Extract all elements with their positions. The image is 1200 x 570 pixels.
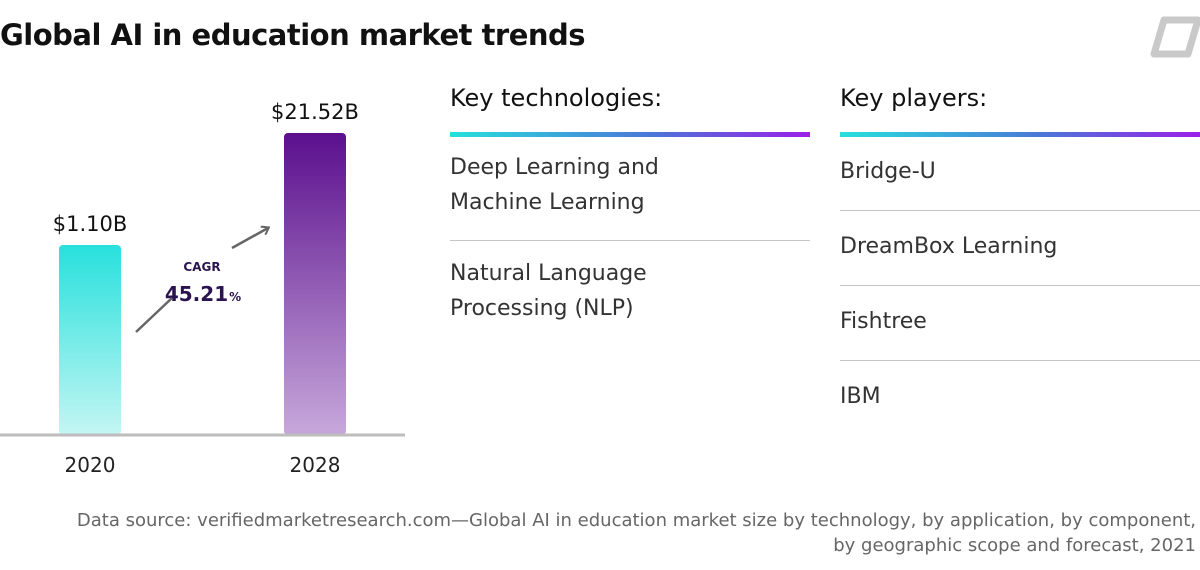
players-accent-line [840,132,1200,137]
brand-logo-icon [1150,16,1200,58]
cagr-number: 45.21 [165,282,228,306]
technology-line: Deep Learning and [450,155,659,180]
x-tick-label-2020: 2020 [65,453,116,477]
market-bar-chart: $1.10B $21.52B 2020 2028 CAGR 45.21% [0,100,405,477]
technologies-header: Key technologies: [450,84,663,112]
player-item: Bridge-U [840,159,936,184]
data-source-line: by geographic scope and forecast, 2021 [833,535,1196,556]
bar-2020 [59,245,121,435]
cagr-unit: % [229,290,241,304]
technology-item: Natural Language Processing (NLP) [450,256,647,326]
cagr-value: 45.21% [165,282,241,306]
bar-value-label-2020: $1.10B [53,212,128,236]
technologies-accent-line [450,132,810,137]
technology-item: Deep Learning and Machine Learning [450,150,659,220]
player-divider [840,285,1200,286]
bar-value-label-2028: $21.52B [271,100,359,124]
player-item: Fishtree [840,309,927,334]
player-item: DreamBox Learning [840,234,1058,259]
technology-line: Natural Language [450,261,647,286]
player-item: IBM [840,384,881,409]
bar-2028 [284,133,346,435]
data-source-line: Data source: verifiedmarketresearch.com—… [76,510,1196,531]
players-header: Key players: [840,84,988,112]
technology-line: Processing (NLP) [450,296,634,321]
technology-divider [450,240,810,241]
player-divider [840,210,1200,211]
data-source-note: Data source: verifiedmarketresearch.com—… [16,508,1196,558]
x-tick-label-2028: 2028 [290,453,341,477]
technology-line: Machine Learning [450,190,645,215]
diagonal-arrow-icon [231,228,268,250]
diagonal-arrow-icon [135,297,173,333]
player-divider [840,360,1200,361]
cagr-label: CAGR [183,260,220,274]
page-title: Global AI in education market trends [0,18,586,52]
